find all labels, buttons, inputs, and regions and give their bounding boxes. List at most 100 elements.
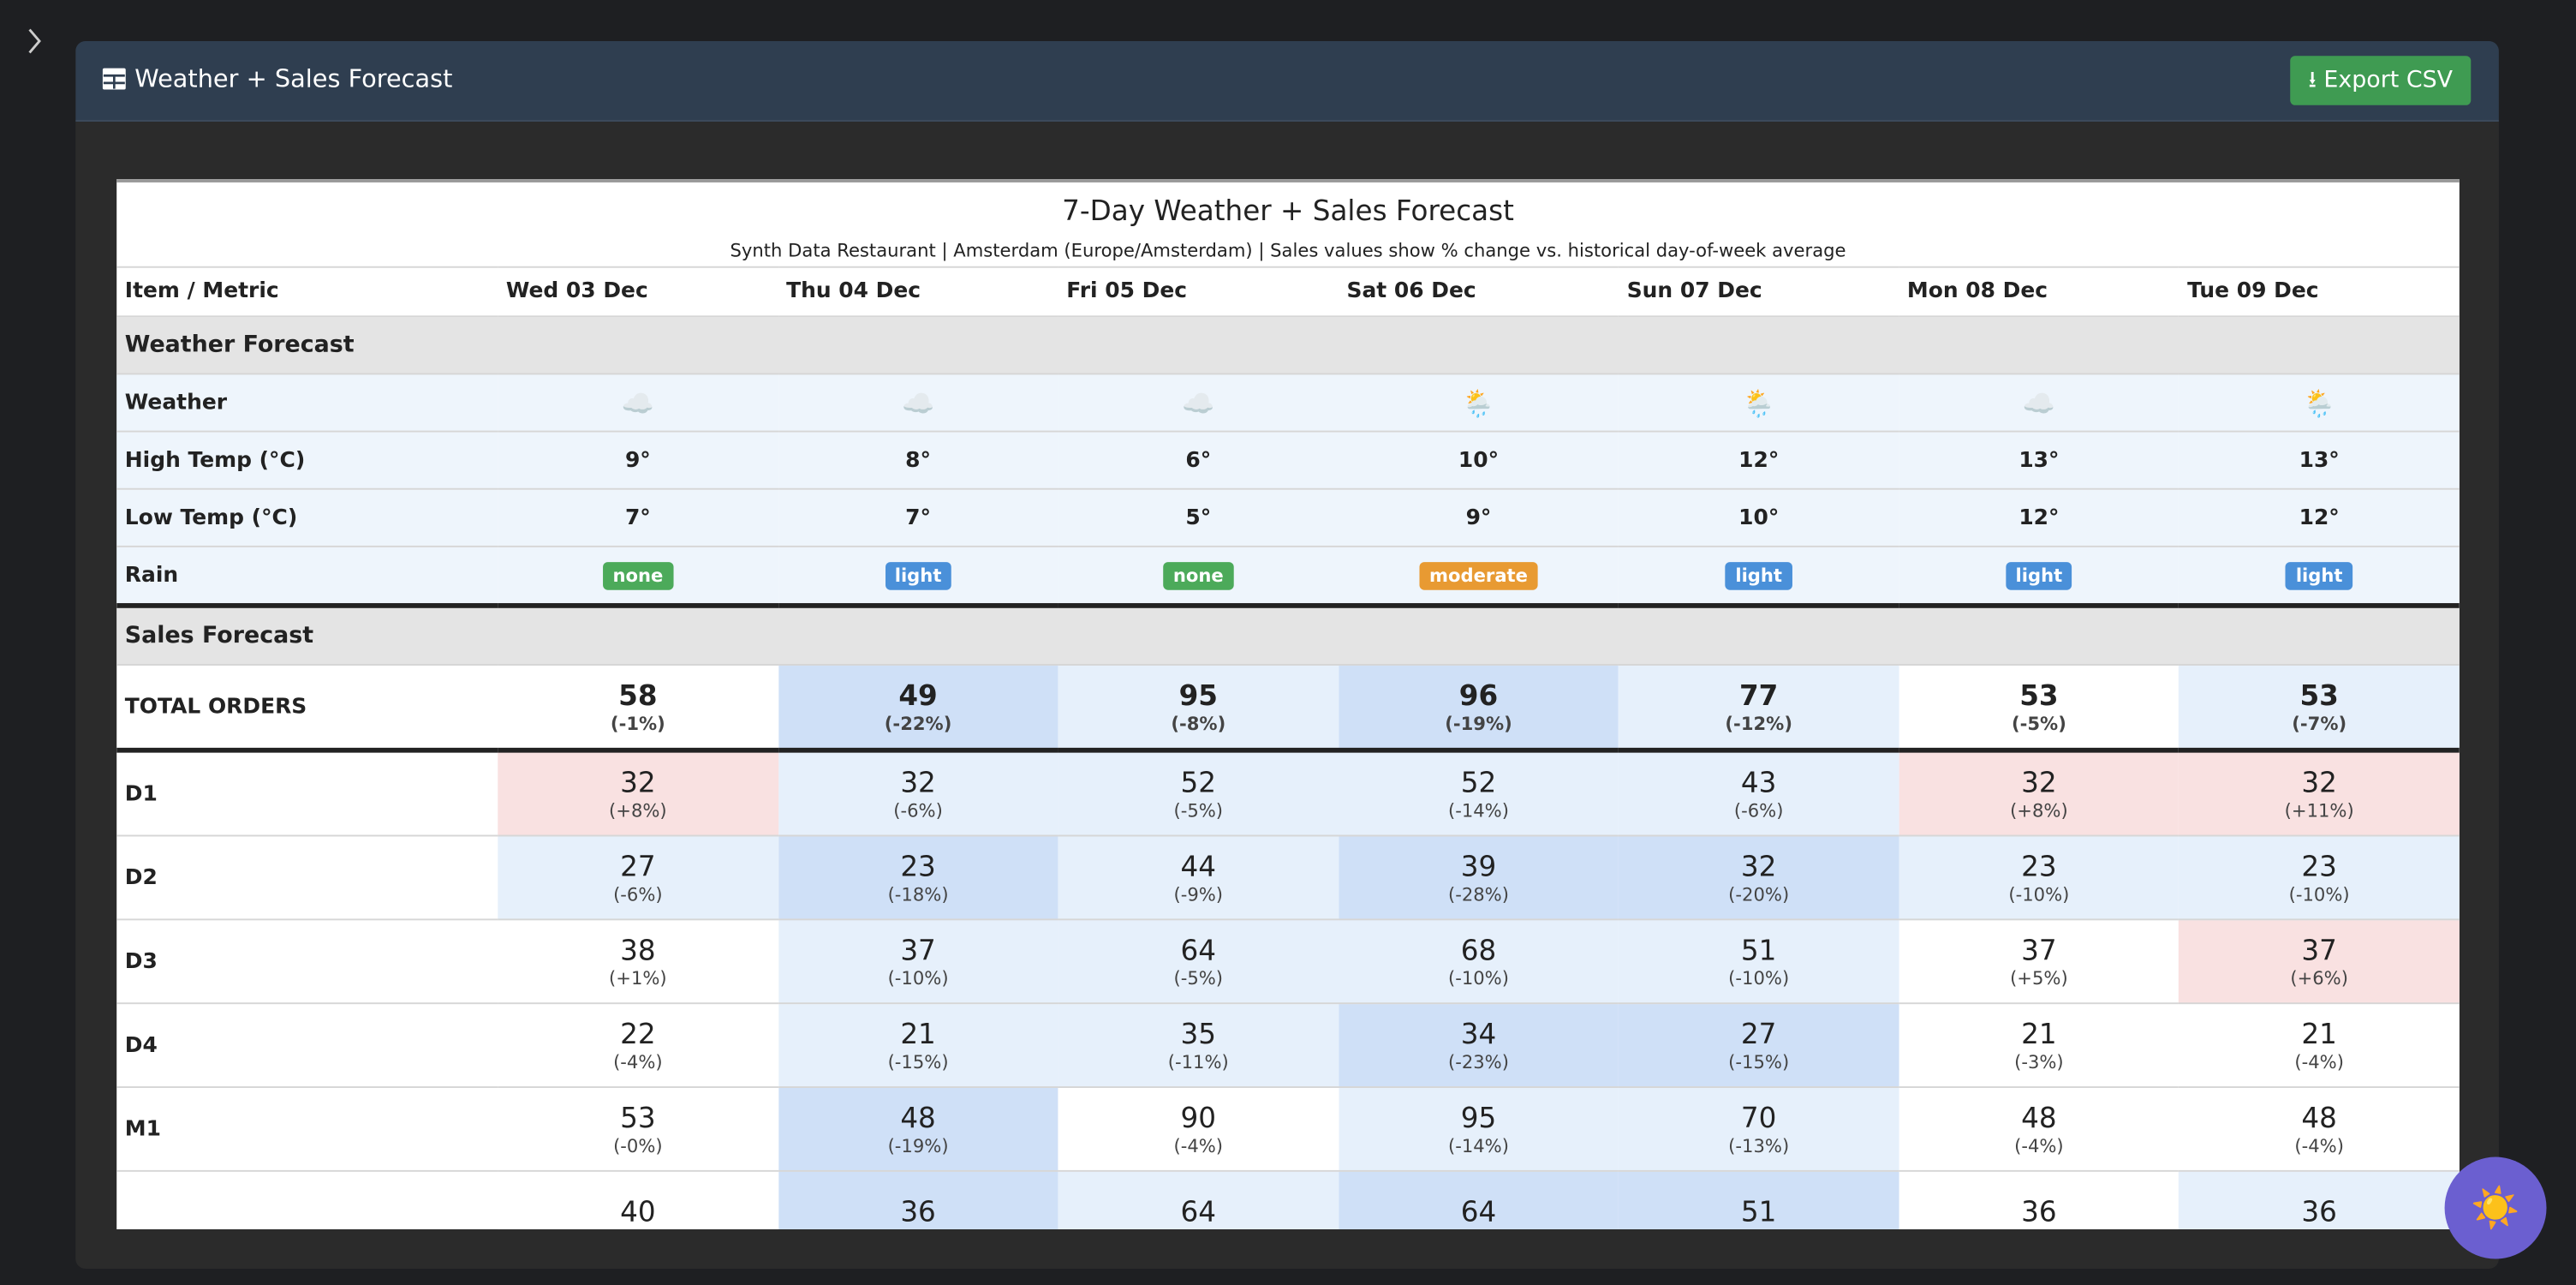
sales-cell: 21 (-4%) — [2179, 1003, 2460, 1088]
orders-value: 36 — [900, 1196, 936, 1229]
change-value: (-14%) — [1447, 799, 1509, 822]
row-label: Rain — [116, 546, 498, 607]
orders-value: 38 — [620, 934, 656, 967]
theme-button[interactable]: ☀️ — [2444, 1156, 2547, 1259]
change-value: (-13%) — [1728, 1134, 1790, 1156]
orders-value: 53 — [620, 1102, 656, 1135]
forecast-table: 7-Day Weather + Sales Forecast Synth Data… — [116, 182, 2460, 1229]
change-value: (-10%) — [2288, 883, 2350, 905]
title-row: 7-Day Weather + Sales Forecast Synth Data… — [116, 182, 2460, 268]
weather-row: High Temp (°C) 9° 8° 6° 10° 12° 13° 13° — [116, 431, 2460, 490]
sales-cell: 48 (-4%) — [2179, 1087, 2460, 1172]
weather-cell: 9° — [498, 431, 778, 490]
export-button[interactable]: ⭳ Export CSV — [2290, 56, 2472, 105]
sales-cell: 49 (-22%) — [778, 664, 1058, 751]
change-value: (-3%) — [2014, 1050, 2064, 1073]
sales-cell: 23 (-10%) — [1899, 835, 2179, 921]
orders-value: 77 — [1738, 679, 1779, 713]
weather-cell: ☁️ — [778, 374, 1058, 433]
orders-value: 95 — [1178, 679, 1218, 713]
sales-cell: 38 (+1%) — [498, 919, 778, 1005]
table-subtitle: Synth Data Restaurant | Amsterdam (Europ… — [730, 239, 1846, 261]
orders-value: 43 — [1740, 766, 1777, 800]
sales-cell: 95 (-14%) — [1338, 1087, 1619, 1172]
sales-cell: 52 (-14%) — [1338, 750, 1619, 837]
change-value: (-8%) — [1171, 712, 1226, 734]
weather-cell: 12° — [1619, 431, 1899, 490]
sales-cell: 36 — [2179, 1170, 2460, 1229]
sales-cell: 90 (-4%) — [1058, 1087, 1339, 1172]
weather-cell: 12° — [1899, 488, 2179, 547]
change-value: (-4%) — [613, 1050, 663, 1073]
change-value: (-10%) — [2008, 883, 2070, 905]
rain-cell: light — [778, 546, 1058, 607]
weather-cell: 8° — [778, 431, 1058, 490]
sales-cell: 53 (-0%) — [498, 1087, 778, 1172]
sales-cell: 37 (+6%) — [2179, 919, 2460, 1005]
orders-value: 36 — [2021, 1196, 2057, 1229]
change-value: (+8%) — [609, 799, 667, 822]
sales-cell: 21 (-3%) — [1899, 1003, 2179, 1088]
weather-cell: 13° — [2179, 431, 2460, 490]
orders-value: 64 — [1180, 934, 1217, 967]
orders-value: 70 — [1740, 1102, 1777, 1135]
orders-value: 32 — [620, 766, 656, 800]
sales-cell: 36 — [778, 1170, 1058, 1229]
orders-value: 27 — [620, 850, 656, 884]
column-header: Sun 07 Dec — [1619, 266, 1899, 318]
change-value: (+8%) — [2010, 799, 2068, 822]
sales-cell: 36 — [1899, 1170, 2179, 1229]
sidebar-toggle[interactable] — [23, 27, 46, 57]
change-value: (-7%) — [2292, 712, 2347, 734]
weather-cell: ☁️ — [498, 374, 778, 433]
rain-cell: none — [1058, 546, 1339, 607]
change-value: (-1%) — [610, 712, 665, 734]
rain-cell: moderate — [1338, 546, 1619, 607]
orders-value: 44 — [1180, 850, 1217, 884]
sales-cell: 32 (+11%) — [2179, 750, 2460, 837]
change-value: (-22%) — [884, 712, 952, 734]
panel: Weather + Sales Forecast ⭳ Export CSV 7-… — [75, 40, 2499, 1270]
orders-value: 23 — [900, 850, 936, 884]
sales-cell: 23 (-10%) — [2179, 835, 2460, 921]
change-value: (-4%) — [2294, 1050, 2344, 1073]
change-value: (-6%) — [613, 883, 663, 905]
sales-cell: 48 (-4%) — [1899, 1087, 2179, 1172]
orders-value: 96 — [1458, 679, 1499, 713]
change-value: (-23%) — [1447, 1050, 1509, 1073]
change-value: (-4%) — [1173, 1134, 1224, 1156]
change-value: (-6%) — [1733, 799, 1784, 822]
column-header: Mon 08 Dec — [1899, 266, 2179, 318]
change-value: (-11%) — [1167, 1050, 1229, 1073]
sales-cell: 37 (+5%) — [1899, 919, 2179, 1005]
orders-value: 32 — [900, 766, 936, 800]
column-header: Thu 04 Dec — [778, 266, 1058, 318]
change-value: (-10%) — [887, 966, 949, 989]
sales-cell: 32 (+8%) — [1899, 750, 2179, 837]
sales-row: M1 53 (-0%) 48 (-19%) 90 (-4%) 95 (-14%) 70 (-13%)… — [116, 1087, 2460, 1172]
weather-cell: 7° — [778, 488, 1058, 547]
orders-value: 32 — [2021, 766, 2057, 800]
change-value: (-14%) — [1447, 1134, 1509, 1156]
row-label: TOTAL ORDERS — [116, 664, 498, 751]
change-value: (-20%) — [1728, 883, 1790, 905]
change-value: (-4%) — [2014, 1134, 2064, 1156]
sales-row: 40 36 64 64 51 36 36 — [116, 1170, 2460, 1229]
change-value: (-6%) — [893, 799, 943, 822]
weather-cell: 6° — [1058, 431, 1339, 490]
corner-header: Item / Metric — [116, 266, 498, 318]
forecast-table-wrap: 7-Day Weather + Sales Forecast Synth Data… — [116, 179, 2460, 1229]
orders-value: 52 — [1180, 766, 1217, 800]
row-label — [116, 1170, 498, 1229]
orders-value: 64 — [1460, 1196, 1497, 1229]
rain-badge: none — [602, 561, 673, 589]
change-value: (-4%) — [2294, 1134, 2344, 1156]
sales-cell: 32 (-20%) — [1619, 835, 1899, 921]
orders-value: 68 — [1460, 934, 1497, 967]
sales-cell: 32 (-6%) — [778, 750, 1058, 837]
weather-cell: 10° — [1619, 488, 1899, 547]
weather-cell: 9° — [1338, 488, 1619, 547]
sales-cell: 64 — [1058, 1170, 1339, 1229]
weather-cell: 🌦️ — [1338, 374, 1619, 433]
